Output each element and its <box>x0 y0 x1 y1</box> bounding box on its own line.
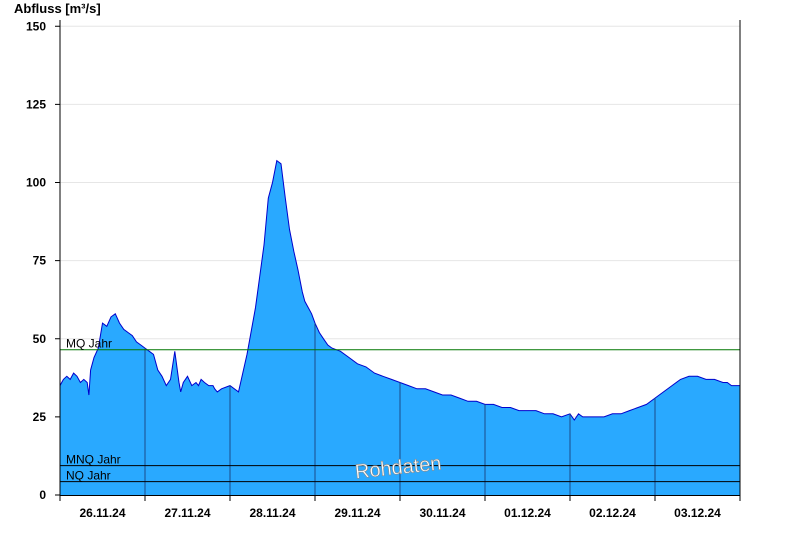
y-tick-label-50: 50 <box>33 332 47 346</box>
x-tick-label-7: 03.12.24 <box>674 506 721 520</box>
x-tick-label-6: 02.12.24 <box>589 506 636 520</box>
x-tick-labels: 26.11.24 27.11.24 28.11.24 29.11.24 30.11.24… <box>59 495 741 520</box>
x-tick-label-1: 27.11.24 <box>164 506 210 520</box>
y-tick-label-0: 0 <box>39 488 46 502</box>
y-tick-label-25: 25 <box>33 410 47 424</box>
x-tick-label-2: 28.11.24 <box>249 506 295 520</box>
y-tick-labels: 0 25 50 75 100 125 150 <box>26 19 60 502</box>
x-tick-label-0: 26.11.24 <box>79 506 125 520</box>
y-tick-label-100: 100 <box>26 176 46 190</box>
ref-label-mnq-jahr: MNQ Jahr <box>66 453 121 467</box>
ref-label-mq-jahr: MQ Jahr <box>66 337 112 351</box>
x-tick-label-5: 01.12.24 <box>504 506 551 520</box>
gridlines <box>60 25 740 418</box>
y-axis-title: Abfluss [m³/s] <box>14 1 101 16</box>
y-tick-label-75: 75 <box>33 254 47 268</box>
y-tick-label-150: 150 <box>26 19 46 33</box>
y-tick-label-125: 125 <box>26 97 46 111</box>
x-tick-label-3: 29.11.24 <box>334 506 380 520</box>
reference-lines: MQ Jahr MNQ Jahr NQ Jahr <box>60 337 740 483</box>
discharge-line <box>59 159 740 421</box>
x-tick-label-4: 30.11.24 <box>419 506 465 520</box>
ref-label-nq-jahr: NQ Jahr <box>66 469 111 483</box>
